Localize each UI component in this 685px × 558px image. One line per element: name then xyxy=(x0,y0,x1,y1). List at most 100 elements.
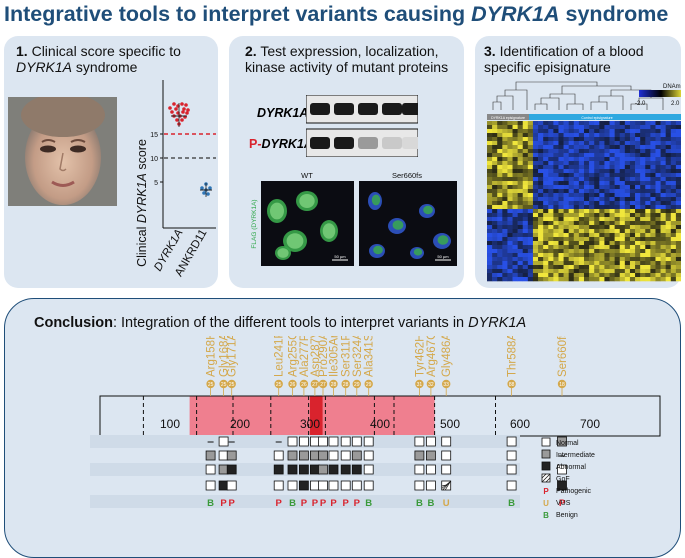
heatmap-cell xyxy=(487,149,493,154)
heatmap-cell xyxy=(635,129,641,134)
heatmap-cell xyxy=(665,229,672,234)
heatmap-cell xyxy=(558,221,564,226)
heatmap-cell xyxy=(573,153,580,158)
data-point-dyrk1a xyxy=(170,110,174,114)
heatmap-cell xyxy=(543,217,549,222)
heatmap-cell xyxy=(497,249,503,254)
heatmap-cell xyxy=(527,145,534,150)
blot-band xyxy=(402,137,418,149)
heatmap-cell xyxy=(568,185,575,190)
blot-band xyxy=(334,137,354,149)
heatmap-cell xyxy=(665,173,672,178)
heatmap-cell xyxy=(492,201,498,206)
classification-label: P xyxy=(301,498,308,509)
heatmap-cell xyxy=(512,129,518,134)
heatmap-cell xyxy=(487,157,493,162)
heatmap-cell xyxy=(532,233,539,238)
heatmap-cell xyxy=(655,181,661,186)
classification-label: P xyxy=(343,498,350,509)
heatmap-cell xyxy=(563,173,569,178)
heatmap-cell xyxy=(492,269,498,274)
heatmap-cell xyxy=(527,189,534,194)
heatmap-cell xyxy=(655,253,661,258)
heatmap-cell xyxy=(650,217,656,222)
heatmap-cell xyxy=(548,173,554,178)
heatmap-cell xyxy=(563,205,569,210)
data-point-dyrk1a xyxy=(182,107,186,111)
heatmap-cell xyxy=(507,121,513,126)
classification-label: B xyxy=(289,498,296,509)
heatmap-cell xyxy=(502,269,508,274)
heatmap-cell xyxy=(599,153,605,158)
heatmap-cell xyxy=(650,225,656,230)
state-normal xyxy=(218,436,229,447)
variant-count: 88 xyxy=(509,382,515,388)
heatmap-cell xyxy=(507,125,513,130)
kinase-domain-core xyxy=(310,396,323,436)
heatmap-cell xyxy=(517,177,524,182)
heatmap-cell xyxy=(635,261,641,266)
heatmap-cell xyxy=(670,273,677,278)
variant-name: Arg158His xyxy=(206,336,218,377)
heatmap-cell xyxy=(568,221,575,226)
heatmap-cell xyxy=(604,201,610,206)
heatmap-cell xyxy=(487,257,493,262)
heatmap-cell xyxy=(675,173,681,178)
heatmap-cell xyxy=(578,137,585,142)
heatmap-cell xyxy=(609,161,615,166)
heatmap-cell xyxy=(670,161,677,166)
heatmap-cell xyxy=(670,265,677,270)
heatmap-cell xyxy=(558,173,564,178)
heatmap-cell xyxy=(604,209,610,214)
heatmap-cell xyxy=(573,121,580,126)
legend-gof-label: GoF xyxy=(556,476,570,483)
heatmap-cell xyxy=(527,165,534,170)
heatmap-cell xyxy=(609,265,615,270)
heatmap-cell xyxy=(594,165,600,170)
heatmap-cell xyxy=(584,181,590,186)
heatmap-cell xyxy=(553,265,559,270)
heatmap-cell xyxy=(558,121,564,126)
heatmap-cell xyxy=(655,125,661,130)
heatmap-cell xyxy=(527,213,534,218)
heatmap-cell xyxy=(589,133,595,138)
legend-abnormal-swatch xyxy=(541,461,551,471)
heatmap-cell xyxy=(573,177,580,182)
heatmap-cell xyxy=(650,145,656,150)
heatmap-cell xyxy=(675,217,681,222)
heatmap-cell xyxy=(650,221,656,226)
heatmap-cell xyxy=(548,133,554,138)
heatmap-cell xyxy=(553,253,559,258)
heatmap-cell xyxy=(538,157,544,162)
heatmap-cell xyxy=(558,205,564,210)
heatmap-cell xyxy=(604,157,610,162)
heatmap-cell xyxy=(553,141,559,146)
heatmap-cell xyxy=(492,161,498,166)
heatmap-cell xyxy=(609,137,615,142)
heatmap-cell xyxy=(589,269,595,274)
heatmap-cell xyxy=(497,121,503,126)
heatmap-cell xyxy=(532,161,539,166)
state-normal xyxy=(425,480,436,491)
dendrogram-branch xyxy=(590,101,608,110)
heatmap-cell xyxy=(650,205,656,210)
heatmap-cell xyxy=(502,177,508,182)
heatmap-cell xyxy=(487,213,493,218)
classification-label: B xyxy=(416,498,423,509)
heatmap-cell xyxy=(584,229,590,234)
heatmap-cell xyxy=(594,173,600,178)
heatmap-cell xyxy=(670,197,677,202)
heatmap-cell xyxy=(497,161,503,166)
heatmap-cell xyxy=(568,277,575,282)
heatmap-cell xyxy=(670,253,677,258)
heatmap-cell xyxy=(497,181,503,186)
heatmap-cell xyxy=(619,213,626,218)
heatmap-cell xyxy=(660,205,666,210)
variant-pin-head xyxy=(227,379,236,389)
heatmap-cell xyxy=(635,229,641,234)
heatmap-cell xyxy=(584,213,590,218)
heatmap-cell xyxy=(665,217,672,222)
heatmap-cell xyxy=(497,265,503,270)
heatmap-cell xyxy=(532,165,539,170)
heatmap-cell xyxy=(563,193,569,198)
